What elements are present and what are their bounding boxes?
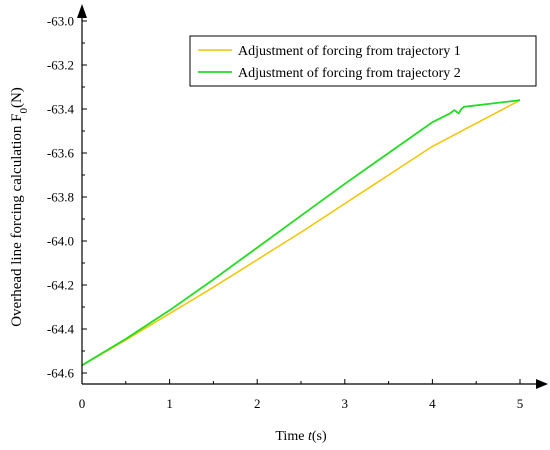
y-axis-arrow [77, 4, 87, 18]
x-tick-label: 4 [429, 396, 436, 411]
y-tick-label: -63.0 [47, 14, 74, 29]
y-tick-label: -63.2 [47, 58, 74, 73]
y-axis-title-subscript: 0 [18, 108, 30, 114]
x-axis-title-unit: (s) [312, 429, 327, 444]
x-axis-title-text: Time [275, 429, 308, 444]
legend: Adjustment of forcing from trajectory 1 A… [189, 35, 537, 87]
y-tick-label: -63.6 [47, 146, 75, 161]
x-axis-title-variable: t [308, 429, 313, 444]
y-tick-label: -64.6 [47, 366, 75, 381]
y-tick-label: -64.4 [47, 322, 75, 337]
legend-label-2: Adjustment of forcing from trajectory 2 [238, 66, 461, 81]
y-axis-title-unit: (N) [9, 87, 25, 108]
axes [77, 4, 548, 389]
x-tick-label: 5 [517, 396, 524, 411]
y-tick-label: -63.4 [47, 102, 75, 117]
x-tick-label: 2 [254, 396, 261, 411]
series-line-2 [81, 99, 521, 367]
x-tick-label: 0 [79, 396, 86, 411]
y-axis-title-text: Overhead line forcing calculation F [9, 114, 25, 327]
x-tick-label: 3 [342, 396, 349, 411]
ticks: 0 1 2 3 4 5 -64.6 -64.4 -64.2 -64.0 -63.8 -63.6 -63.… [47, 14, 523, 412]
series-line-1 [81, 99, 521, 366]
y-tick-label: -63.8 [47, 190, 74, 205]
y-tick-label: -64.0 [47, 234, 74, 249]
x-tick-label: 1 [166, 396, 173, 411]
x-axis-title: Time t(s) [275, 429, 327, 444]
x-axis-arrow [536, 379, 548, 389]
series-layer [81, 99, 521, 367]
y-tick-label: -64.2 [47, 278, 74, 293]
legend-label-1: Adjustment of forcing from trajectory 1 [238, 44, 461, 59]
legend-box [189, 35, 537, 87]
y-axis-title: Overhead line forcing calculation F0(N) [9, 87, 30, 327]
